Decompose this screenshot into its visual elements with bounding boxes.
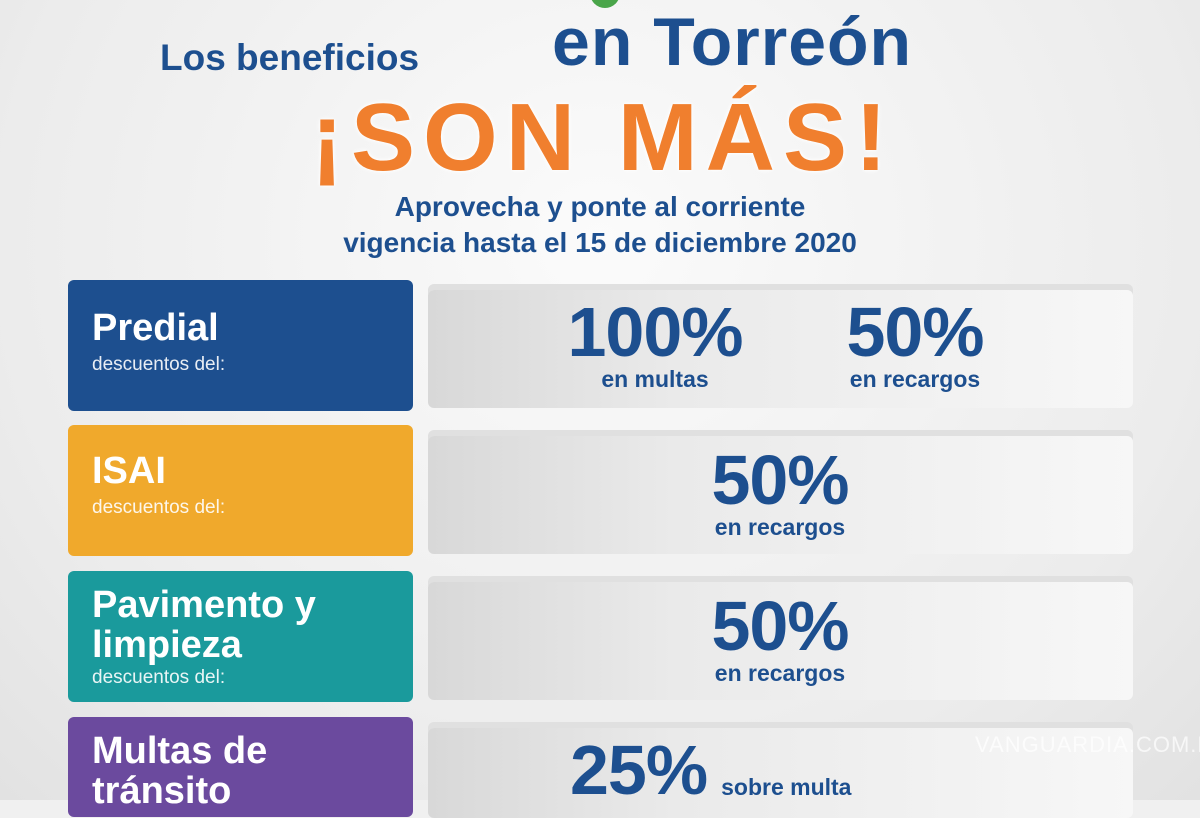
predial-label: Predial descuentos del:	[68, 280, 413, 411]
watermark: VANGUARDIA.COM.MX	[975, 732, 1200, 757]
multas-value: 25% sobre multa	[570, 731, 852, 809]
isai-panel	[428, 436, 1133, 554]
row-name: ISAI	[92, 450, 166, 492]
subtitle-2: vigencia hasta el 15 de diciembre 2020	[343, 227, 857, 258]
predial-value-2: 50% en recargos	[846, 293, 984, 392]
row-name: Predial	[92, 307, 219, 349]
isai-value: 50% en recargos	[711, 441, 849, 540]
subtitle-1: Aprovecha y ponte al corriente	[394, 191, 806, 222]
row-desc: descuentos del:	[92, 497, 226, 518]
pavimento-value: 50% en recargos	[711, 587, 849, 686]
row-name: Pavimento y limpieza	[92, 584, 316, 666]
multas-label: Multas de tránsito	[68, 717, 413, 817]
isai-label: ISAI descuentos del:	[68, 425, 413, 556]
pavimento-label: Pavimento y limpieza descuentos del:	[68, 571, 413, 702]
title-city: en Torreón	[552, 4, 913, 80]
row-name: Multas de tránsito	[92, 730, 268, 812]
row-desc: descuentos del:	[92, 354, 226, 375]
title-line1: Los beneficios	[160, 37, 420, 78]
headline: ¡SON MÁS!	[311, 84, 895, 191]
predial-panel	[428, 290, 1133, 408]
pavimento-panel	[428, 582, 1133, 700]
leaf-logo-icon	[590, 0, 620, 8]
predial-value-1: 100% en multas	[567, 293, 743, 392]
row-desc: descuentos del:	[92, 667, 226, 688]
